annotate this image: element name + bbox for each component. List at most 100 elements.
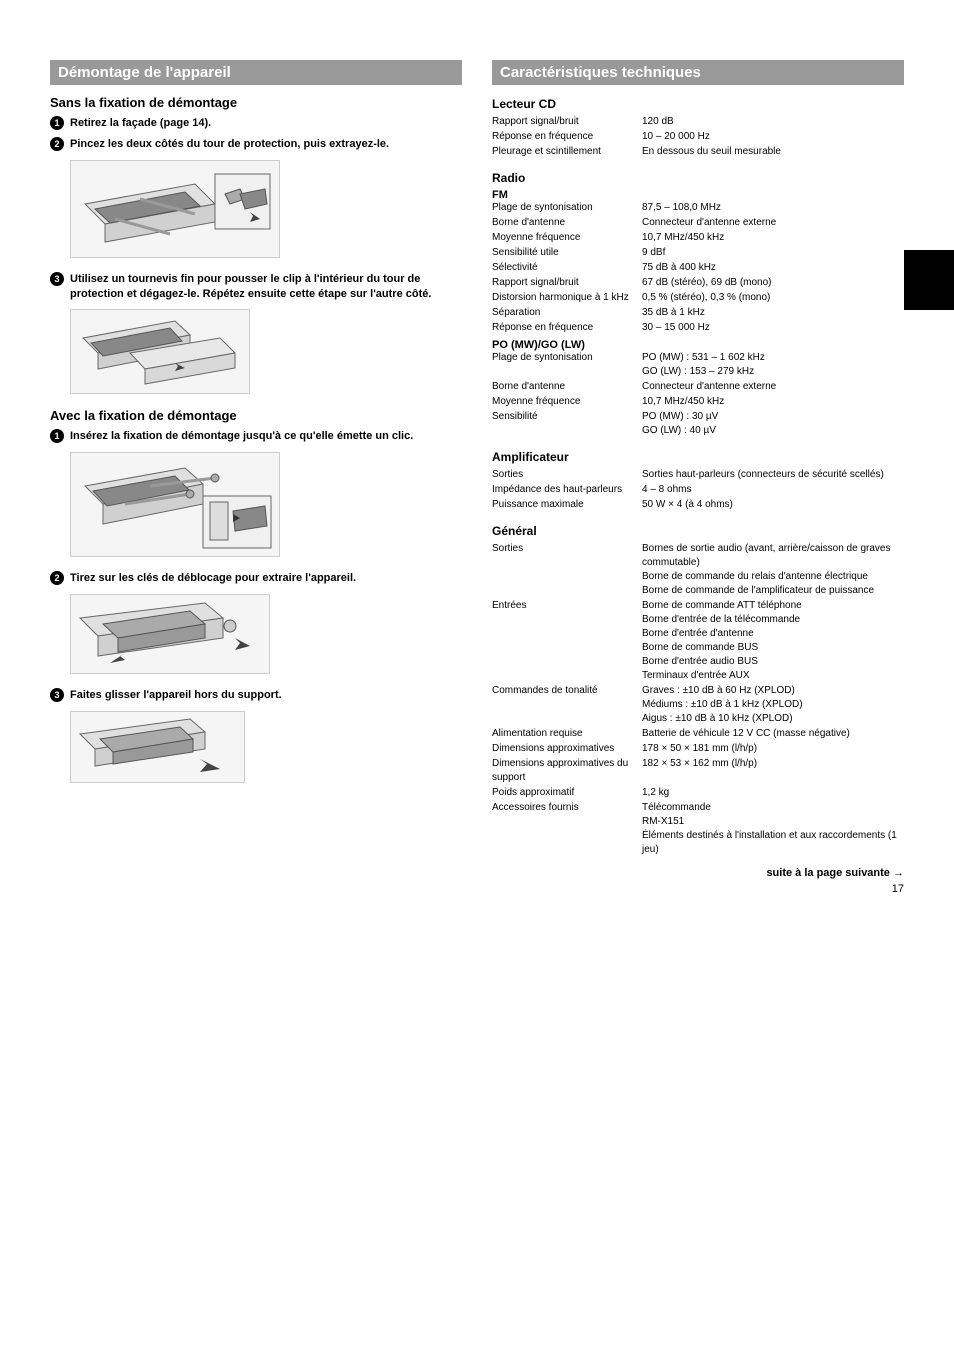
spec-section-title: Général — [492, 524, 904, 538]
spec-label: Borne d'antenne — [492, 380, 642, 394]
spec-row: Poids approximatif1,2 kg — [492, 786, 904, 800]
spec-row: Réponse en fréquence10 – 20 000 Hz — [492, 130, 904, 144]
spec-row: SortiesBornes de sortie audio (avant, ar… — [492, 542, 904, 598]
spec-value: 0,5 % (stéréo), 0,3 % (mono) — [642, 291, 904, 305]
spec-label: Sorties — [492, 468, 642, 482]
spec-label: Distorsion harmonique à 1 kHz — [492, 291, 642, 305]
step-row: 3 Utilisez un tournevis fin pour pousser… — [50, 272, 462, 302]
spec-label: Moyenne fréquence — [492, 231, 642, 245]
spec-row: Puissance maximale50 W × 4 (à 4 ohms) — [492, 498, 904, 512]
spec-row: Sensibilité utile9 dBf — [492, 246, 904, 260]
step-text: Insérez la fixation de démontage jusqu'à… — [70, 429, 413, 444]
spec-row: Dimensions approximatives178 × 50 × 181 … — [492, 742, 904, 756]
step-row: 3 Faites glisser l'appareil hors du supp… — [50, 688, 462, 703]
spec-label: Séparation — [492, 306, 642, 320]
spec-label: Sensibilité utile — [492, 246, 642, 260]
spec-label: Accessoires fournis — [492, 801, 642, 857]
block1-title: Sans la fixation de démontage — [50, 95, 462, 110]
spec-value: Graves : ±10 dB à 60 Hz (XPLOD) Médiums … — [642, 684, 904, 726]
spec-value: PO (MW) : 531 – 1 602 kHz GO (LW) : 153 … — [642, 351, 904, 379]
spec-row: EntréesBorne de commande ATT téléphone B… — [492, 599, 904, 683]
spec-label: Plage de syntonisation — [492, 201, 642, 215]
device-illustration-icon — [75, 164, 275, 254]
spec-value: 10,7 MHz/450 kHz — [642, 395, 904, 409]
spec-row: Dimensions approximatives du support182 … — [492, 757, 904, 785]
spec-label: Dimensions approximatives du support — [492, 757, 642, 785]
spec-value: Borne de commande ATT téléphone Borne d'… — [642, 599, 904, 683]
spec-row: Rapport signal/bruit120 dB — [492, 115, 904, 129]
spec-section-title: Amplificateur — [492, 450, 904, 464]
spec-value: Batterie de véhicule 12 V CC (masse néga… — [642, 727, 904, 741]
spec-label: Réponse en fréquence — [492, 130, 642, 144]
spec-subtitle: PO (MW)/GO (LW) — [492, 339, 904, 351]
step-number-icon: 1 — [50, 429, 64, 443]
illustration-2 — [70, 309, 250, 394]
right-header: Caractéristiques techniques — [492, 60, 904, 85]
spec-row: Alimentation requiseBatterie de véhicule… — [492, 727, 904, 741]
right-column: Caractéristiques techniques Lecteur CDRa… — [492, 60, 904, 895]
spec-row: Commandes de tonalitéGraves : ±10 dB à 6… — [492, 684, 904, 726]
spec-value: 50 W × 4 (à 4 ohms) — [642, 498, 904, 512]
spec-value: 67 dB (stéréo), 69 dB (mono) — [642, 276, 904, 290]
spec-row: Rapport signal/bruit67 dB (stéréo), 69 d… — [492, 276, 904, 290]
step-row: 2 Pincez les deux côtés du tour de prote… — [50, 137, 462, 152]
spec-value: 87,5 – 108,0 MHz — [642, 201, 904, 215]
spec-row: SensibilitéPO (MW) : 30 µV GO (LW) : 40 … — [492, 410, 904, 438]
illustration-1 — [70, 160, 280, 258]
step-number-icon: 3 — [50, 688, 64, 702]
spec-label: Plage de syntonisation — [492, 351, 642, 379]
spec-label: Borne d'antenne — [492, 216, 642, 230]
left-header: Démontage de l'appareil — [50, 60, 462, 85]
block2-title: Avec la fixation de démontage — [50, 408, 462, 423]
spec-value: Sorties haut-parleurs (connecteurs de sé… — [642, 468, 904, 482]
spec-row: Moyenne fréquence10,7 MHz/450 kHz — [492, 395, 904, 409]
page-edge-tab — [904, 250, 954, 310]
spec-row: Borne d'antenneConnecteur d'antenne exte… — [492, 216, 904, 230]
spec-value: 182 × 53 × 162 mm (l/h/p) — [642, 757, 904, 785]
step-row: 2 Tirez sur les clés de déblocage pour e… — [50, 571, 462, 586]
spec-label: Sorties — [492, 542, 642, 598]
step-text: Retirez la façade (page 14). — [70, 116, 211, 131]
spec-value: Connecteur d'antenne externe — [642, 216, 904, 230]
spec-section-title: Radio — [492, 171, 904, 185]
device-illustration-icon — [75, 313, 245, 391]
step-number-icon: 2 — [50, 137, 64, 151]
step-number-icon: 3 — [50, 272, 64, 286]
spec-label: Moyenne fréquence — [492, 395, 642, 409]
spec-row: Séparation35 dB à 1 kHz — [492, 306, 904, 320]
step-number-icon: 2 — [50, 571, 64, 585]
page-number: 17 — [492, 883, 904, 895]
step-row: 1 Retirez la façade (page 14). — [50, 116, 462, 131]
spec-label: Entrées — [492, 599, 642, 683]
spec-row: Pleurage et scintillementEn dessous du s… — [492, 145, 904, 159]
step-text: Tirez sur les clés de déblocage pour ext… — [70, 571, 356, 586]
spec-row: Plage de syntonisation87,5 – 108,0 MHz — [492, 201, 904, 215]
spec-label: Dimensions approximatives — [492, 742, 642, 756]
spec-row: Distorsion harmonique à 1 kHz0,5 % (stér… — [492, 291, 904, 305]
spec-row: SortiesSorties haut-parleurs (connecteur… — [492, 468, 904, 482]
spec-value: Bornes de sortie audio (avant, arrière/c… — [642, 542, 904, 598]
step-number-icon: 1 — [50, 116, 64, 130]
device-illustration-icon — [75, 598, 265, 670]
spec-label: Impédance des haut-parleurs — [492, 483, 642, 497]
continue-text: suite à la page suivante → — [492, 867, 904, 879]
spec-label: Poids approximatif — [492, 786, 642, 800]
spec-value: 1,2 kg — [642, 786, 904, 800]
spec-label: Alimentation requise — [492, 727, 642, 741]
spec-label: Sensibilité — [492, 410, 642, 438]
spec-row: Impédance des haut-parleurs4 – 8 ohms — [492, 483, 904, 497]
spec-value: 35 dB à 1 kHz — [642, 306, 904, 320]
spec-value: 30 – 15 000 Hz — [642, 321, 904, 335]
step-text: Utilisez un tournevis fin pour pousser l… — [70, 272, 462, 302]
spec-value: En dessous du seuil mesurable — [642, 145, 904, 159]
spec-value: Télécommande RM-X151 Éléments destinés à… — [642, 801, 904, 857]
spec-label: Rapport signal/bruit — [492, 115, 642, 129]
spec-label: Réponse en fréquence — [492, 321, 642, 335]
step-text: Faites glisser l'appareil hors du suppor… — [70, 688, 282, 703]
spec-label: Puissance maximale — [492, 498, 642, 512]
spec-row: Accessoires fournisTélécommande RM-X151 … — [492, 801, 904, 857]
left-column: Démontage de l'appareil Sans la fixation… — [50, 60, 462, 895]
spec-value: 9 dBf — [642, 246, 904, 260]
spec-subtitle: FM — [492, 189, 904, 201]
spec-label: Pleurage et scintillement — [492, 145, 642, 159]
